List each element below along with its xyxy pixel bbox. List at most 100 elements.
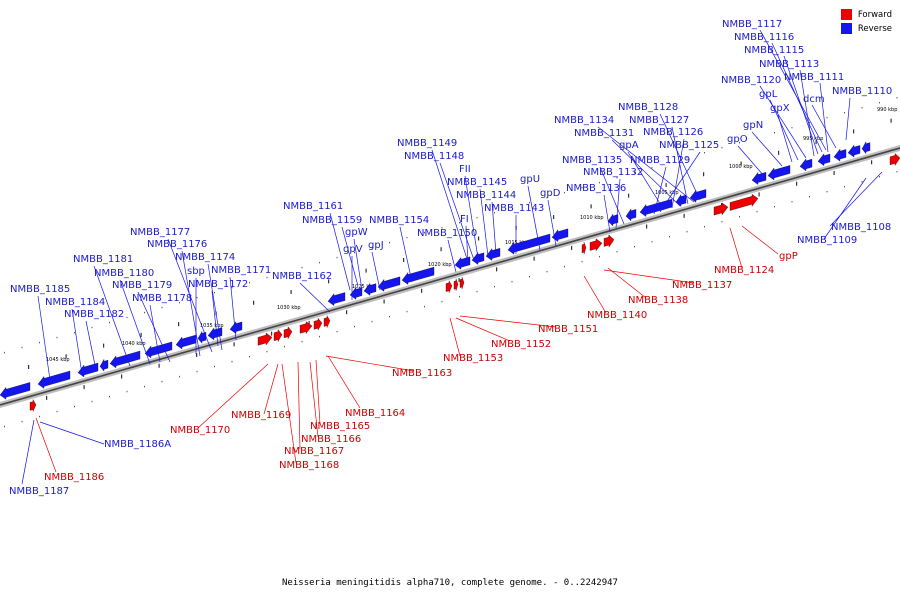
tick-mark — [308, 320, 310, 325]
grid-dot — [161, 306, 163, 309]
gene-label: NMBB_1132 — [583, 167, 643, 178]
grid-dot — [109, 395, 110, 398]
gene-label: NMBB_1152 — [491, 339, 551, 350]
grid-dot — [196, 370, 198, 373]
label-leader-lines — [21, 29, 883, 485]
reverse-gene-arrow — [625, 208, 637, 222]
leader-line — [671, 126, 689, 205]
gene-label: NMBB_1129 — [630, 155, 690, 166]
grid-dot — [809, 121, 810, 124]
gene-label: gpV — [343, 244, 363, 255]
tick-mark — [796, 181, 798, 186]
tick-mark — [440, 247, 442, 252]
tick-mark — [346, 310, 348, 315]
gene-label: NMBB_1163 — [392, 368, 452, 379]
gene-label: gpA — [619, 140, 639, 151]
leader-line — [455, 317, 511, 342]
grid-dot — [266, 350, 268, 353]
genome-title: Neisseria meningitidis alpha710, complet… — [282, 578, 618, 588]
grid-dot — [599, 181, 600, 184]
grid-dot — [354, 251, 355, 254]
reverse-gene-arrow — [349, 286, 363, 300]
leader-line — [597, 126, 695, 203]
leader-line — [799, 69, 815, 157]
forward-gene-arrow — [445, 280, 453, 293]
grid-dot — [546, 270, 548, 273]
legend-reverse: Reverse — [840, 23, 892, 34]
leader-line — [211, 290, 219, 347]
tick-label: 990 kbp — [877, 107, 897, 113]
gene-label: NMBB_1140 — [587, 310, 647, 321]
leader-line — [491, 201, 497, 255]
grid-dots — [4, 96, 898, 428]
reverse-gene-arrow — [37, 370, 71, 389]
tick-mark — [833, 170, 835, 175]
tick-mark — [853, 129, 855, 134]
reverse-genes — [0, 141, 871, 400]
forward-gene-arrow — [581, 242, 587, 255]
grid-dot — [634, 245, 635, 248]
grid-dot — [249, 281, 250, 284]
leader-line — [769, 99, 799, 161]
reverse-gene-arrow — [607, 213, 619, 227]
leader-line — [21, 419, 35, 485]
leader-line — [93, 265, 131, 367]
gene-label: gpN — [743, 120, 763, 131]
gene-label: NMBB_1136 — [566, 183, 626, 194]
grid-dot — [74, 331, 75, 334]
forward-gene-arrow — [283, 326, 293, 340]
gene-label: NMBB_1149 — [397, 138, 457, 149]
tick-mark — [496, 267, 498, 272]
grid-dot — [284, 345, 285, 348]
tick-label: 1000 kbp — [729, 164, 753, 170]
tick-mark — [158, 363, 160, 368]
grid-dot — [826, 116, 828, 119]
forward-swatch — [840, 9, 852, 20]
gene-label: NMBB_1150 — [417, 228, 477, 239]
leader-line — [547, 199, 557, 247]
leader-line — [823, 177, 867, 240]
leader-line — [783, 55, 819, 155]
gene-label: NMBB_1115 — [744, 45, 804, 56]
grid-dot — [896, 170, 898, 173]
leader-line — [603, 269, 695, 284]
leader-line — [607, 267, 647, 299]
leader-line — [759, 29, 827, 151]
gene-label: NMBB_1166 — [301, 434, 361, 445]
grid-dot — [441, 226, 443, 229]
grid-dot — [214, 291, 215, 294]
grid-dot — [529, 275, 530, 278]
tick-mark — [703, 172, 705, 177]
grid-dot — [774, 205, 775, 208]
reverse-gene-arrow — [229, 321, 243, 334]
tick-mark — [590, 204, 592, 209]
grid-dot — [336, 330, 338, 333]
leader-line — [315, 359, 321, 425]
leader-line — [71, 308, 83, 375]
gene-label: FII — [459, 164, 471, 175]
forward-gene-arrow — [459, 277, 465, 290]
grid-dot — [651, 240, 653, 243]
forward-gene-arrow — [29, 399, 37, 412]
grid-dot — [739, 215, 740, 218]
gene-label: NMBB_1126 — [643, 127, 703, 138]
leader-line — [479, 188, 489, 257]
grid-dot — [161, 380, 163, 383]
grid-dot — [74, 405, 75, 408]
leader-line — [149, 304, 161, 363]
gene-label: gpJ — [368, 240, 384, 251]
gene-label: NMBB_1144 — [456, 190, 516, 201]
reverse-gene-arrow — [77, 362, 99, 378]
gene-label: NMBB_1127 — [629, 115, 689, 126]
leader-line — [181, 250, 201, 357]
grid-dot — [844, 185, 845, 188]
gene-label: NMBB_1120 — [721, 75, 781, 86]
grid-dot — [179, 375, 180, 378]
grid-dot — [371, 320, 373, 323]
grid-dot — [231, 286, 233, 289]
gene-label: NMBB_1172 — [188, 279, 248, 290]
gene-label: NMBB_1134 — [554, 115, 614, 126]
gene-label: NMBB_1117 — [722, 19, 782, 30]
tick-mark — [253, 300, 255, 305]
legend-forward-label: Forward — [857, 9, 892, 20]
